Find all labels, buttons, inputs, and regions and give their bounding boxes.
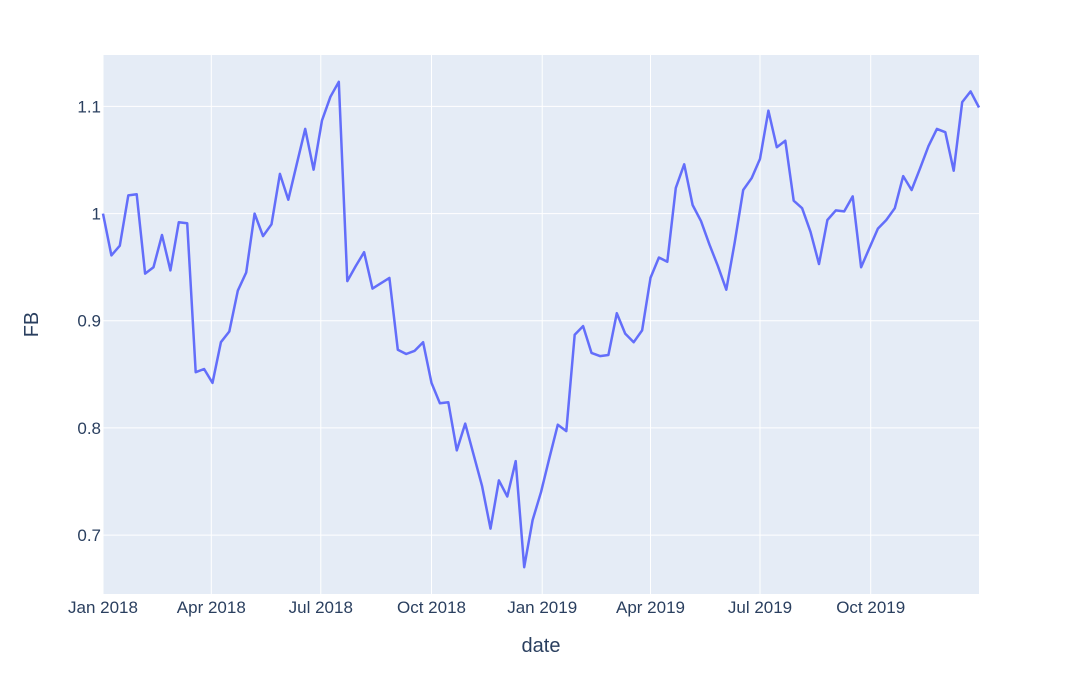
- x-tick-label: Apr 2018: [177, 598, 246, 617]
- x-tick-label: Oct 2019: [836, 598, 905, 617]
- x-tick-label: Apr 2019: [616, 598, 685, 617]
- series-line: [101, 80, 981, 569]
- x-tick-label: Jul 2018: [289, 598, 353, 617]
- x-tick-label: Jan 2018: [68, 598, 138, 617]
- x-tick-label: Jul 2019: [728, 598, 792, 617]
- x-axis-title: date: [522, 635, 561, 657]
- y-tick-label: 0.8: [77, 419, 101, 438]
- y-tick-label: 1: [92, 205, 101, 224]
- x-tick-label: Jan 2019: [507, 598, 577, 617]
- y-tick-label: 0.7: [77, 526, 101, 545]
- y-tick-labels: 0.7 0.8 0.9 1 1.1: [77, 97, 101, 545]
- x-tick-labels: Jan 2018 Apr 2018 Jul 2018 Oct 2018 Jan 2019…: [68, 598, 905, 617]
- x-tick-label: Oct 2018: [397, 598, 466, 617]
- x-gridlines: [102, 55, 872, 594]
- y-tick-label: 0.9: [77, 312, 101, 331]
- plot-area: [103, 55, 979, 594]
- y-tick-label: 1.1: [77, 97, 101, 116]
- y-axis-title: FB: [21, 312, 43, 338]
